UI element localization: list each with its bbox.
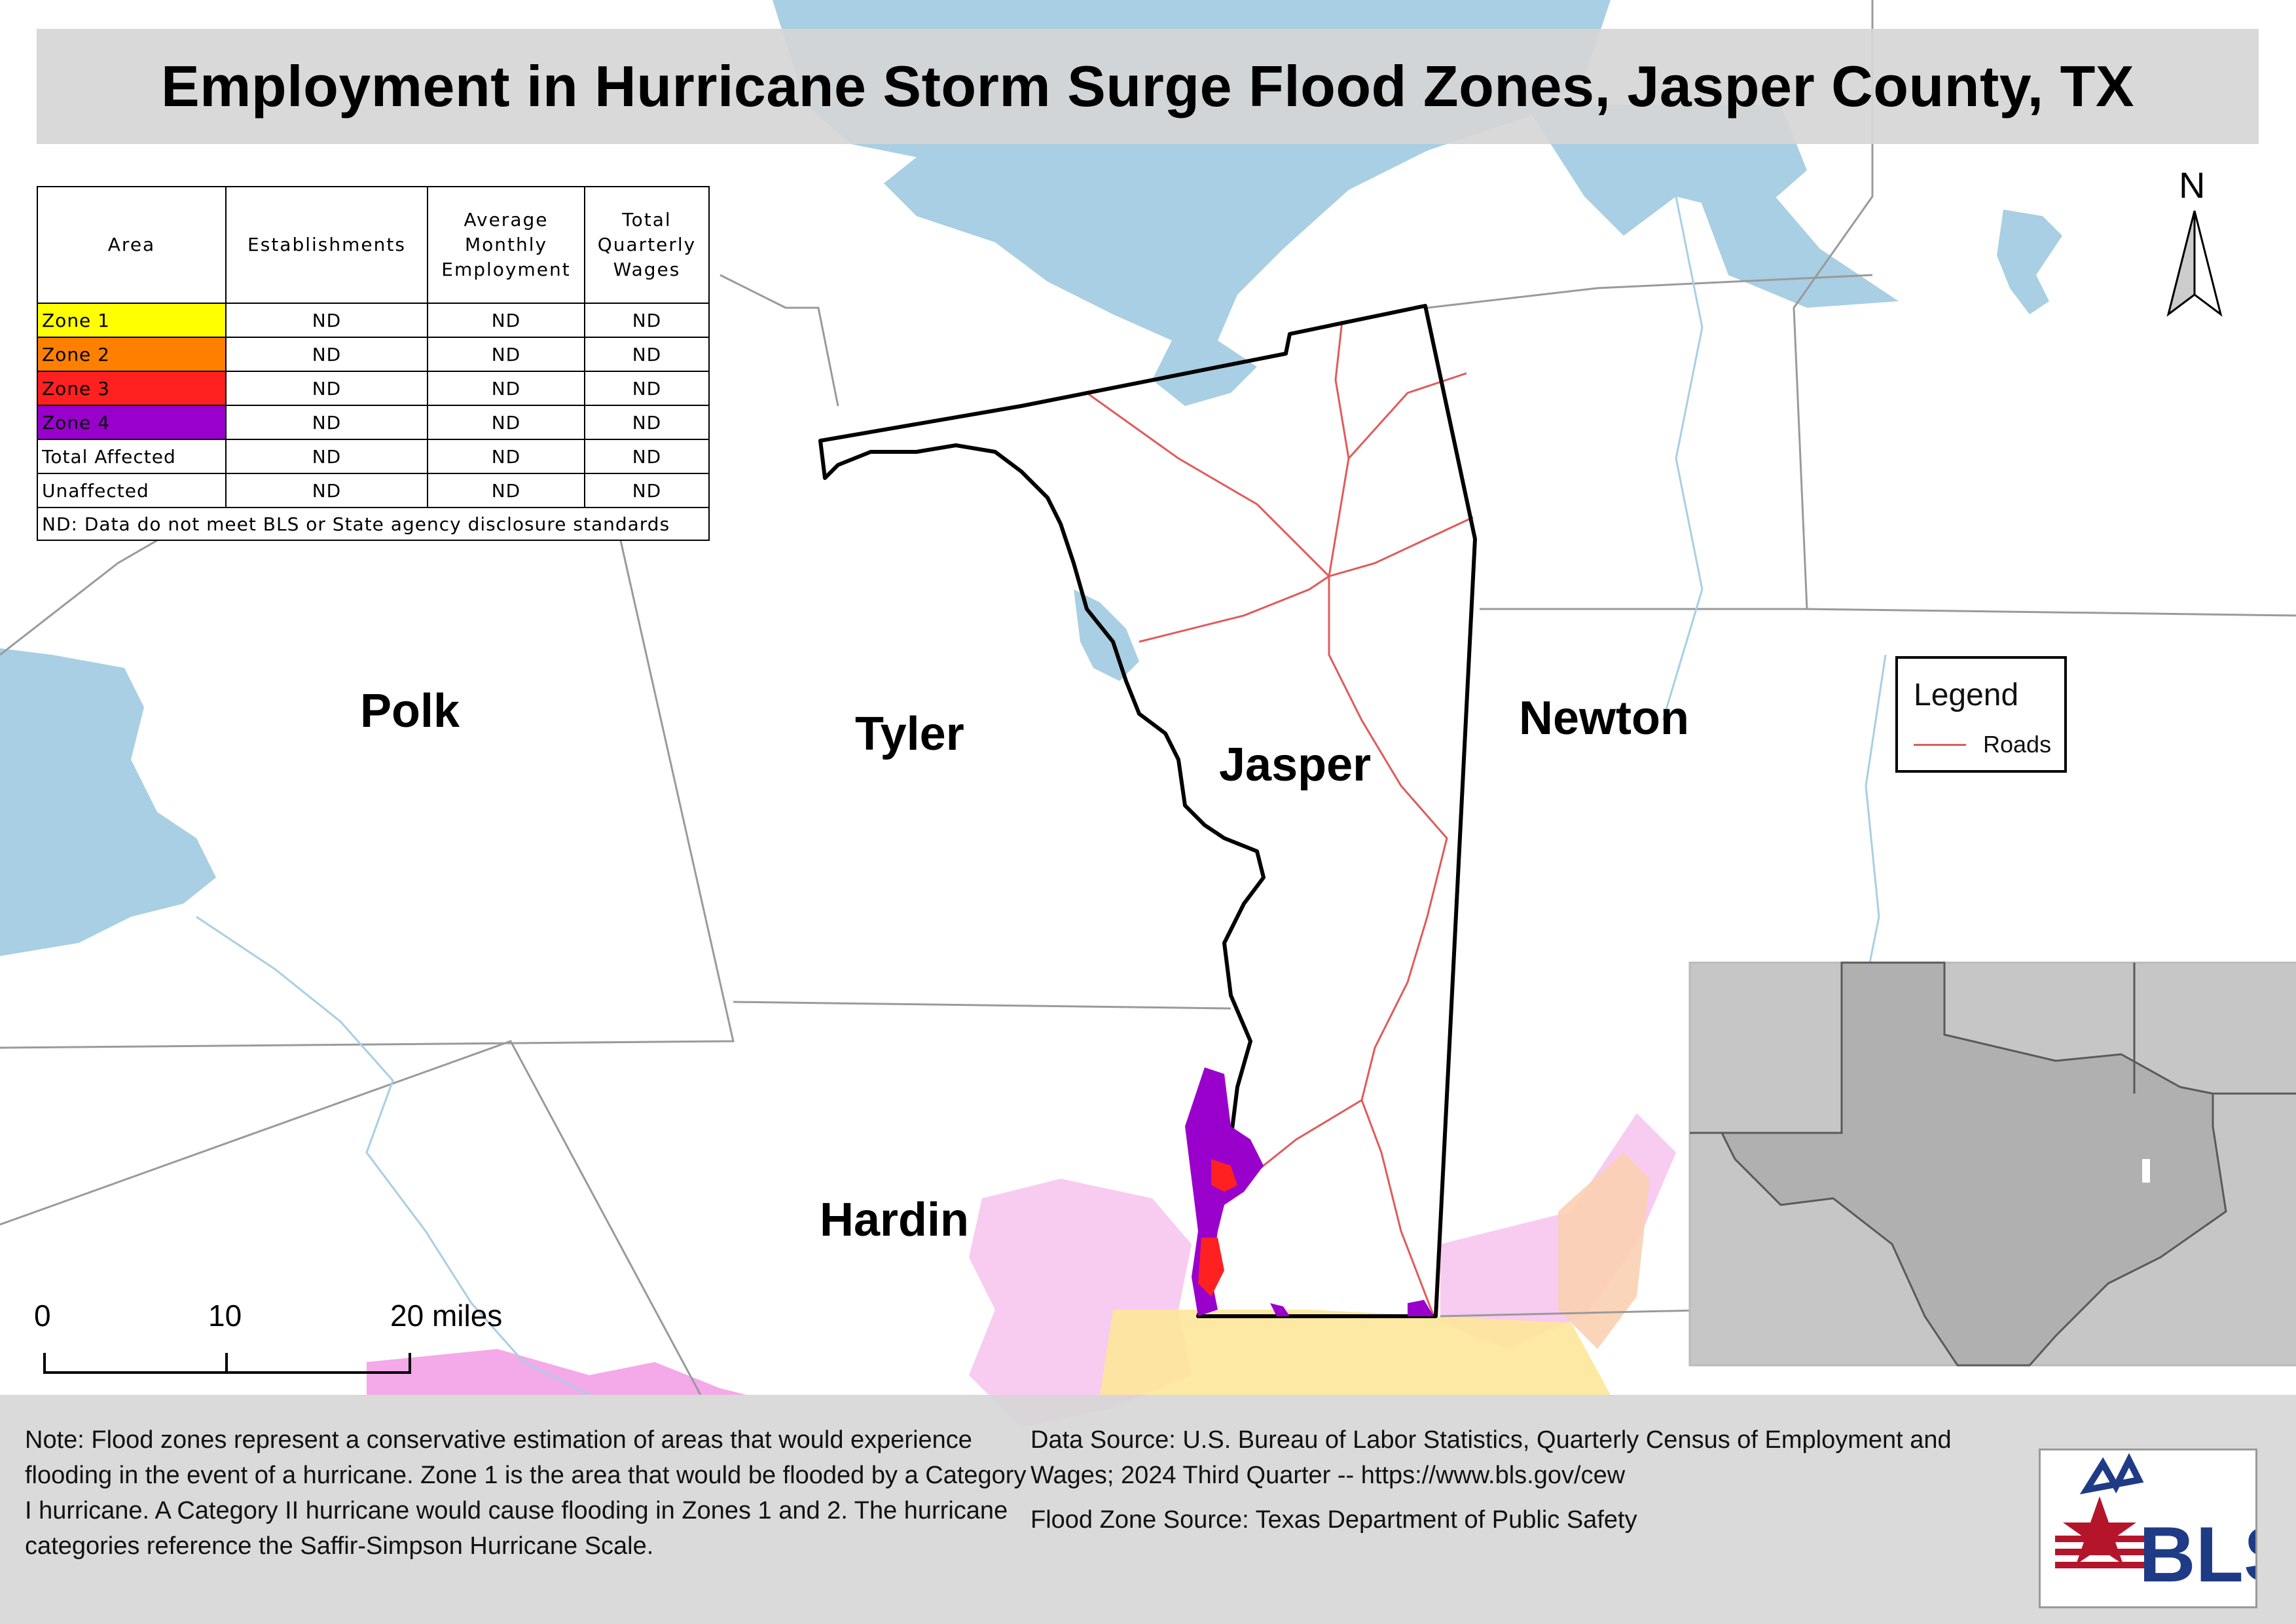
logo-star-icon [2063,1496,2136,1564]
table-row: Total Affected ND ND ND [37,439,710,474]
row-wages: ND [584,371,710,406]
header-wages-line3: Wages [613,258,681,280]
header-employment-line2: Monthly [464,234,548,256]
footer-panel [0,1395,2296,1624]
row-establishments: ND [225,439,428,474]
table-footnote: ND: Data do not meet BLS or State agency… [37,507,710,541]
title-bar: Employment in Hurricane Storm Surge Floo… [37,29,2259,144]
north-label: N [2179,164,2206,206]
row-employment: ND [427,473,585,508]
table-row: Unaffected ND ND ND [37,473,710,508]
county-label-newton: Newton [1519,692,1689,745]
row-wages: ND [584,303,710,338]
inset-texas-shape [1720,961,2227,1367]
roads-line-icon [1914,744,1966,746]
logo-stripe-2 [2055,1549,2147,1555]
scale-label-twenty: 20 miles [390,1299,503,1333]
logo-chart-line-icon [2079,1452,2144,1495]
flood-zone-magenta [367,1349,746,1395]
bls-logo-graphic: BLS [2055,1452,2296,1598]
row-establishments: ND [225,473,428,508]
inset-jasper-highlight [2142,1159,2150,1183]
row-wages: ND [584,405,710,440]
flood-zone-note: Note: Flood zones represent a conservati… [25,1426,1027,1560]
jasper-county-boundary [818,304,1477,1318]
row-employment: ND [427,439,585,474]
header-wages: Total Quarterly Wages [584,186,710,304]
county-label-jasper: Jasper [1219,739,1372,791]
row-area-zone-1: Zone 1 [37,303,227,338]
flood-zone-yellow [1100,1310,1611,1395]
table-row: Zone 3 ND ND ND [37,371,710,406]
county-label-polk: Polk [360,685,460,737]
row-wages: ND [584,473,710,508]
logo-text: BLS [2139,1511,2255,1598]
flood-zone-3-red-south [1198,1238,1224,1297]
header-employment: Average Monthly Employment [427,186,585,304]
row-establishments: ND [225,371,428,406]
table-row: Zone 1 ND ND ND [37,303,710,338]
bls-logo: BLS [2039,1449,2296,1608]
header-employment-line1: Average [464,209,549,231]
lake-livingston [0,648,216,956]
employment-table: Area Establishments Average Monthly Empl… [37,186,710,541]
row-area-unaffected: Unaffected [37,473,227,508]
row-establishments: ND [225,337,428,372]
flood-zone-source: Flood Zone Source: Texas Department of P… [1030,1506,1637,1534]
reservoir-arm-east [1689,157,1899,308]
header-establishments: Establishments [225,186,428,304]
county-label-hardin: Hardin [820,1194,970,1246]
table-row: Zone 2 ND ND ND [37,337,710,372]
scale-label-zero: 0 [34,1299,51,1333]
row-area-zone-4: Zone 4 [37,405,227,440]
row-employment: ND [427,371,585,406]
row-employment: ND [427,405,585,440]
row-wages: ND [584,337,710,372]
legend-title: Legend [1914,678,2019,712]
row-area-zone-2: Zone 2 [37,337,227,372]
row-wages: ND [584,439,710,474]
roads [1086,320,1474,1317]
map-title: Employment in Hurricane Storm Surge Floo… [160,54,2135,119]
row-area-zone-3: Zone 3 [37,371,227,406]
header-wages-line1: Total [622,209,672,231]
row-establishments: ND [225,405,428,440]
header-area: Area [37,186,227,304]
flood-zone-4-purple-east [1408,1300,1434,1316]
legend-box: Legend Roads [1895,656,2067,773]
north-arrow-icon [2166,210,2223,317]
flood-zone-3-red [1211,1159,1237,1192]
row-establishments: ND [225,303,428,338]
scale-bar [43,1353,411,1374]
data-source: Data Source: U.S. Bureau of Labor Statis… [1030,1426,1952,1489]
flood-zone-peach [1558,1153,1650,1349]
row-area-total-affected: Total Affected [37,439,227,474]
toledo-bend-lake [1997,210,2062,314]
table-footnote-row: ND: Data do not meet BLS or State agency… [37,507,710,541]
scale-label-ten: 10 [208,1299,242,1333]
row-employment: ND [427,337,585,372]
logo-stripe-1 [2055,1536,2147,1542]
header-employment-line3: Employment [441,258,571,280]
row-employment: ND [427,303,585,338]
flood-zone-4-purple-sw [1270,1303,1290,1316]
legend-roads-label: Roads [1983,731,2052,758]
header-wages-line2: Quarterly [597,234,697,256]
table-row: Zone 4 ND ND ND [37,405,710,440]
logo-stripe-3 [2055,1562,2147,1568]
county-label-tyler: Tyler [855,708,964,760]
texas-inset-map [1688,961,2296,1367]
